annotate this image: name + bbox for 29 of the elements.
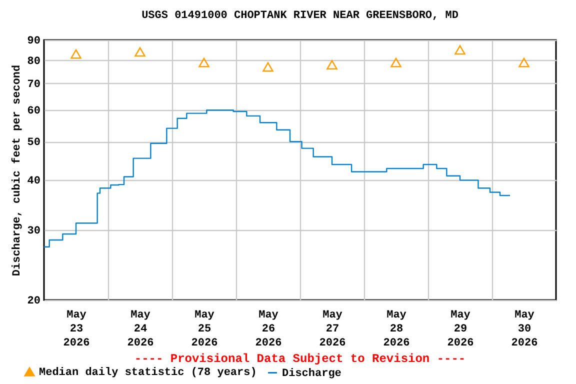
y-tick-label: 90 — [27, 36, 40, 48]
x-tick-label: May 23 2026 — [63, 310, 90, 350]
point — [134, 47, 146, 57]
point — [390, 58, 402, 68]
x-tick-label: May 28 2026 — [383, 310, 410, 350]
x-tick-label: May 27 2026 — [319, 310, 346, 350]
y-tick-label: 70 — [27, 78, 40, 91]
point — [262, 62, 274, 72]
y-tick-label: 20 — [27, 296, 40, 308]
x-tick-label: May 25 2026 — [191, 310, 218, 350]
x-tick-label: May 30 2026 — [511, 310, 538, 350]
y-tick-label: 30 — [27, 225, 40, 238]
y-tick-label: 40 — [27, 176, 40, 188]
text: ---- Provisional Data Subject to Revision ---- — [134, 352, 466, 366]
point — [518, 58, 530, 68]
x-tick-label: May 26 2026 — [255, 310, 282, 350]
legend-label: Discharge — [282, 368, 342, 380]
y-tick-label: 60 — [27, 106, 40, 118]
point — [198, 58, 210, 68]
chart-title: USGS 01491000 CHOPTANK RIVER NEAR GREENSBORO, MD — [142, 10, 459, 22]
point — [70, 49, 82, 59]
legend-label: Median daily statistic (78 years) — [39, 366, 257, 379]
x-tick-label: May 29 2026 — [447, 310, 474, 350]
x-tick-label: May 24 2026 — [127, 310, 154, 350]
point — [454, 45, 466, 55]
y-tick-label: 80 — [27, 56, 40, 68]
y-axis-title: Discharge, cubic feet per second — [10, 64, 24, 276]
point — [326, 60, 338, 70]
y-tick-label: 50 — [27, 137, 40, 150]
